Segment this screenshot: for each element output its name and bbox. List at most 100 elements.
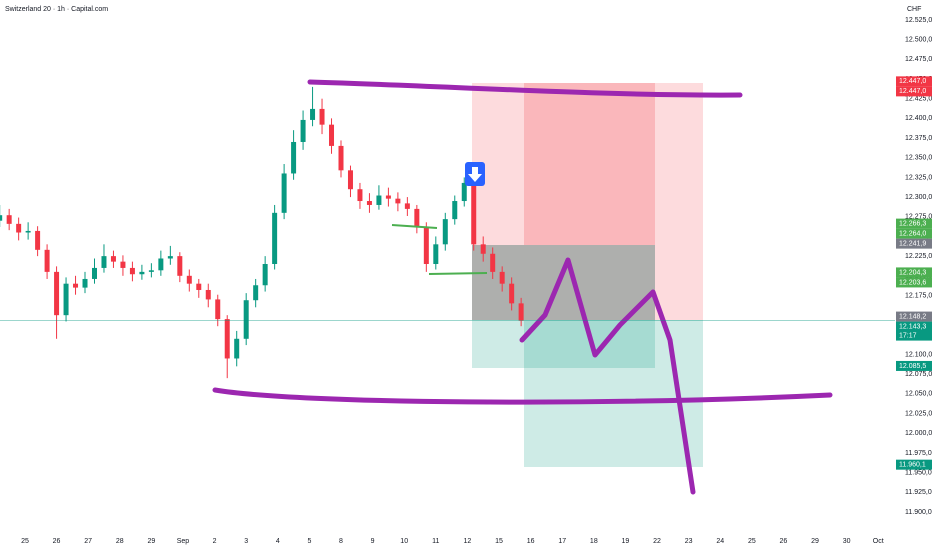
candle-body: [224, 319, 230, 359]
resistance-stroke: [307, 79, 743, 98]
x-tick-label: 24: [716, 538, 724, 545]
price-tag-label: 11.960,1: [899, 462, 926, 469]
y-tick-label: 11.950,0: [905, 469, 932, 476]
candle-body: [395, 198, 401, 204]
entry-zone: [472, 245, 655, 320]
x-tick-label: 22: [653, 538, 661, 545]
candle-body: [139, 271, 145, 275]
price-tag-label: 12.266,3: [899, 220, 926, 227]
candle-body: [0, 215, 3, 221]
candle-body: [404, 203, 410, 209]
candle-body: [490, 253, 496, 272]
x-tick-label: Sep: [177, 538, 190, 545]
price-tag-label: 12.204,3: [899, 269, 926, 276]
candle-body: [120, 261, 126, 268]
price-tag-label: 12.447,0: [899, 78, 926, 85]
x-tick-label: 27: [84, 538, 92, 545]
x-tick-label: 18: [590, 538, 598, 545]
candle-body: [158, 258, 164, 271]
x-tick-label: 26: [780, 538, 788, 545]
price-tag: [896, 277, 932, 288]
price-tag: [896, 311, 932, 322]
candle-body: [186, 275, 192, 284]
candle-body: [16, 223, 22, 233]
x-tick-label: 30: [843, 538, 851, 545]
y-tick-label: 12.225,0: [905, 253, 932, 260]
candle-body: [253, 285, 259, 301]
y-tick-label: 12.300,0: [905, 194, 932, 201]
x-tick-label: 8: [339, 538, 343, 545]
price-tag-label: 12.264,0: [899, 230, 926, 237]
candle-body: [414, 208, 420, 228]
support-line: [391, 224, 438, 229]
x-tick-label: 23: [685, 538, 693, 545]
candle-body: [272, 212, 278, 265]
candle-body: [347, 170, 353, 190]
x-tick-label: 10: [400, 538, 408, 545]
candle-body: [110, 256, 116, 262]
candle-body: [319, 108, 325, 125]
y-tick-label: 12.000,0: [905, 430, 932, 437]
x-tick-label: Oct: [873, 538, 884, 545]
candle-body: [461, 182, 467, 202]
stop-zone: [472, 83, 703, 320]
candle-body: [177, 256, 183, 276]
y-tick-label: 12.075,0: [905, 371, 932, 378]
candle-body: [234, 338, 240, 359]
y-tick-label: 12.375,0: [905, 135, 932, 142]
candle-body: [366, 201, 372, 205]
x-tick-label: 12: [464, 538, 472, 545]
candle-body: [243, 300, 249, 339]
candle-body: [518, 303, 524, 321]
y-tick-label: 12.475,0: [905, 56, 932, 63]
candle-body: [329, 124, 335, 146]
price-tag-label: 12.447,0: [899, 88, 926, 95]
x-tick-label: 5: [307, 538, 311, 545]
candle-body: [385, 195, 391, 199]
y-tick-label: 12.425,0: [905, 96, 932, 103]
y-tick-label: 12.175,0: [905, 292, 932, 299]
projection-stroke: [519, 257, 696, 495]
drawings: [212, 79, 833, 495]
x-tick-label: 17: [558, 538, 566, 545]
x-tick-label: 26: [53, 538, 61, 545]
countdown: 17:17: [899, 332, 917, 339]
x-tick-label: 29: [147, 538, 155, 545]
candle-body: [54, 271, 60, 316]
x-tick-label: 25: [21, 538, 29, 545]
y-tick-label: 11.900,0: [905, 509, 932, 516]
candle-body: [73, 283, 79, 288]
support-stroke: [212, 387, 833, 405]
x-tick-label: 2: [213, 538, 217, 545]
price-tag: [896, 86, 932, 97]
price-tag: [896, 218, 932, 229]
candle-body: [63, 283, 69, 316]
candle-body: [167, 256, 173, 259]
candle-body: [310, 108, 316, 120]
candle-body: [433, 244, 439, 265]
price-tag-label: 12.085,5: [899, 363, 926, 370]
candle-body: [6, 215, 12, 224]
candle-body: [196, 283, 202, 290]
candle-body: [91, 267, 97, 279]
currency: CHF: [907, 6, 921, 13]
price-tag: [896, 228, 932, 239]
x-tick-label: 25: [748, 538, 756, 545]
x-tick-label: 4: [276, 538, 280, 545]
support-line: [428, 272, 488, 275]
candle-body: [215, 299, 221, 320]
candle-body: [205, 289, 211, 300]
y-tick-label: 11.975,0: [905, 450, 932, 457]
y-tick-label: 11.925,0: [905, 489, 932, 496]
candle-body: [148, 270, 154, 272]
x-tick-label: 19: [622, 538, 630, 545]
x-tick-label: 29: [811, 538, 819, 545]
price-tag: [896, 321, 932, 341]
y-tick-label: 12.400,0: [905, 115, 932, 122]
y-tick-label: 12.500,0: [905, 36, 932, 43]
candle-body: [281, 173, 287, 213]
price-tag-label: 12.241,9: [899, 240, 926, 247]
candle-body: [82, 278, 88, 288]
